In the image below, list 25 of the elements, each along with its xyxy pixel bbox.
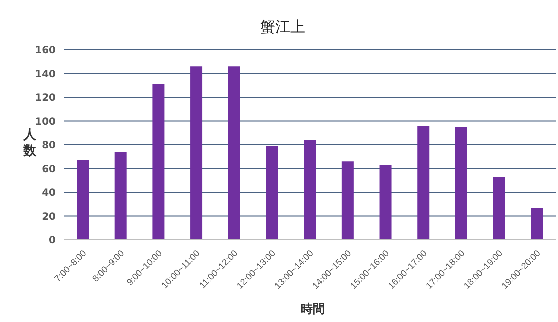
x-axis-title: 時間 (300, 301, 326, 318)
bar (114, 152, 127, 240)
y-tick-label: 100 (35, 116, 56, 128)
y-tick-label: 20 (42, 212, 56, 223)
y-tick-label: 160 (35, 46, 56, 57)
bar (228, 66, 240, 240)
bar (380, 165, 392, 240)
y-tick-label: 140 (35, 69, 56, 80)
y-tick-label: 80 (42, 140, 56, 152)
y-tick-label: 0 (49, 236, 56, 247)
bar (493, 177, 506, 240)
bar (455, 127, 468, 240)
bar (304, 140, 316, 240)
bar (531, 208, 544, 240)
bar (418, 126, 430, 240)
y-tick-label: 40 (42, 188, 56, 200)
y-axis-title: 人数 (22, 128, 38, 160)
bar (342, 162, 354, 240)
bar (266, 146, 278, 240)
bar (190, 66, 203, 240)
y-tick-label: 60 (42, 164, 56, 176)
bar (77, 160, 89, 240)
chart-title: 蟹江上 (260, 18, 306, 37)
bar (152, 84, 165, 240)
y-tick-label: 120 (35, 93, 56, 104)
